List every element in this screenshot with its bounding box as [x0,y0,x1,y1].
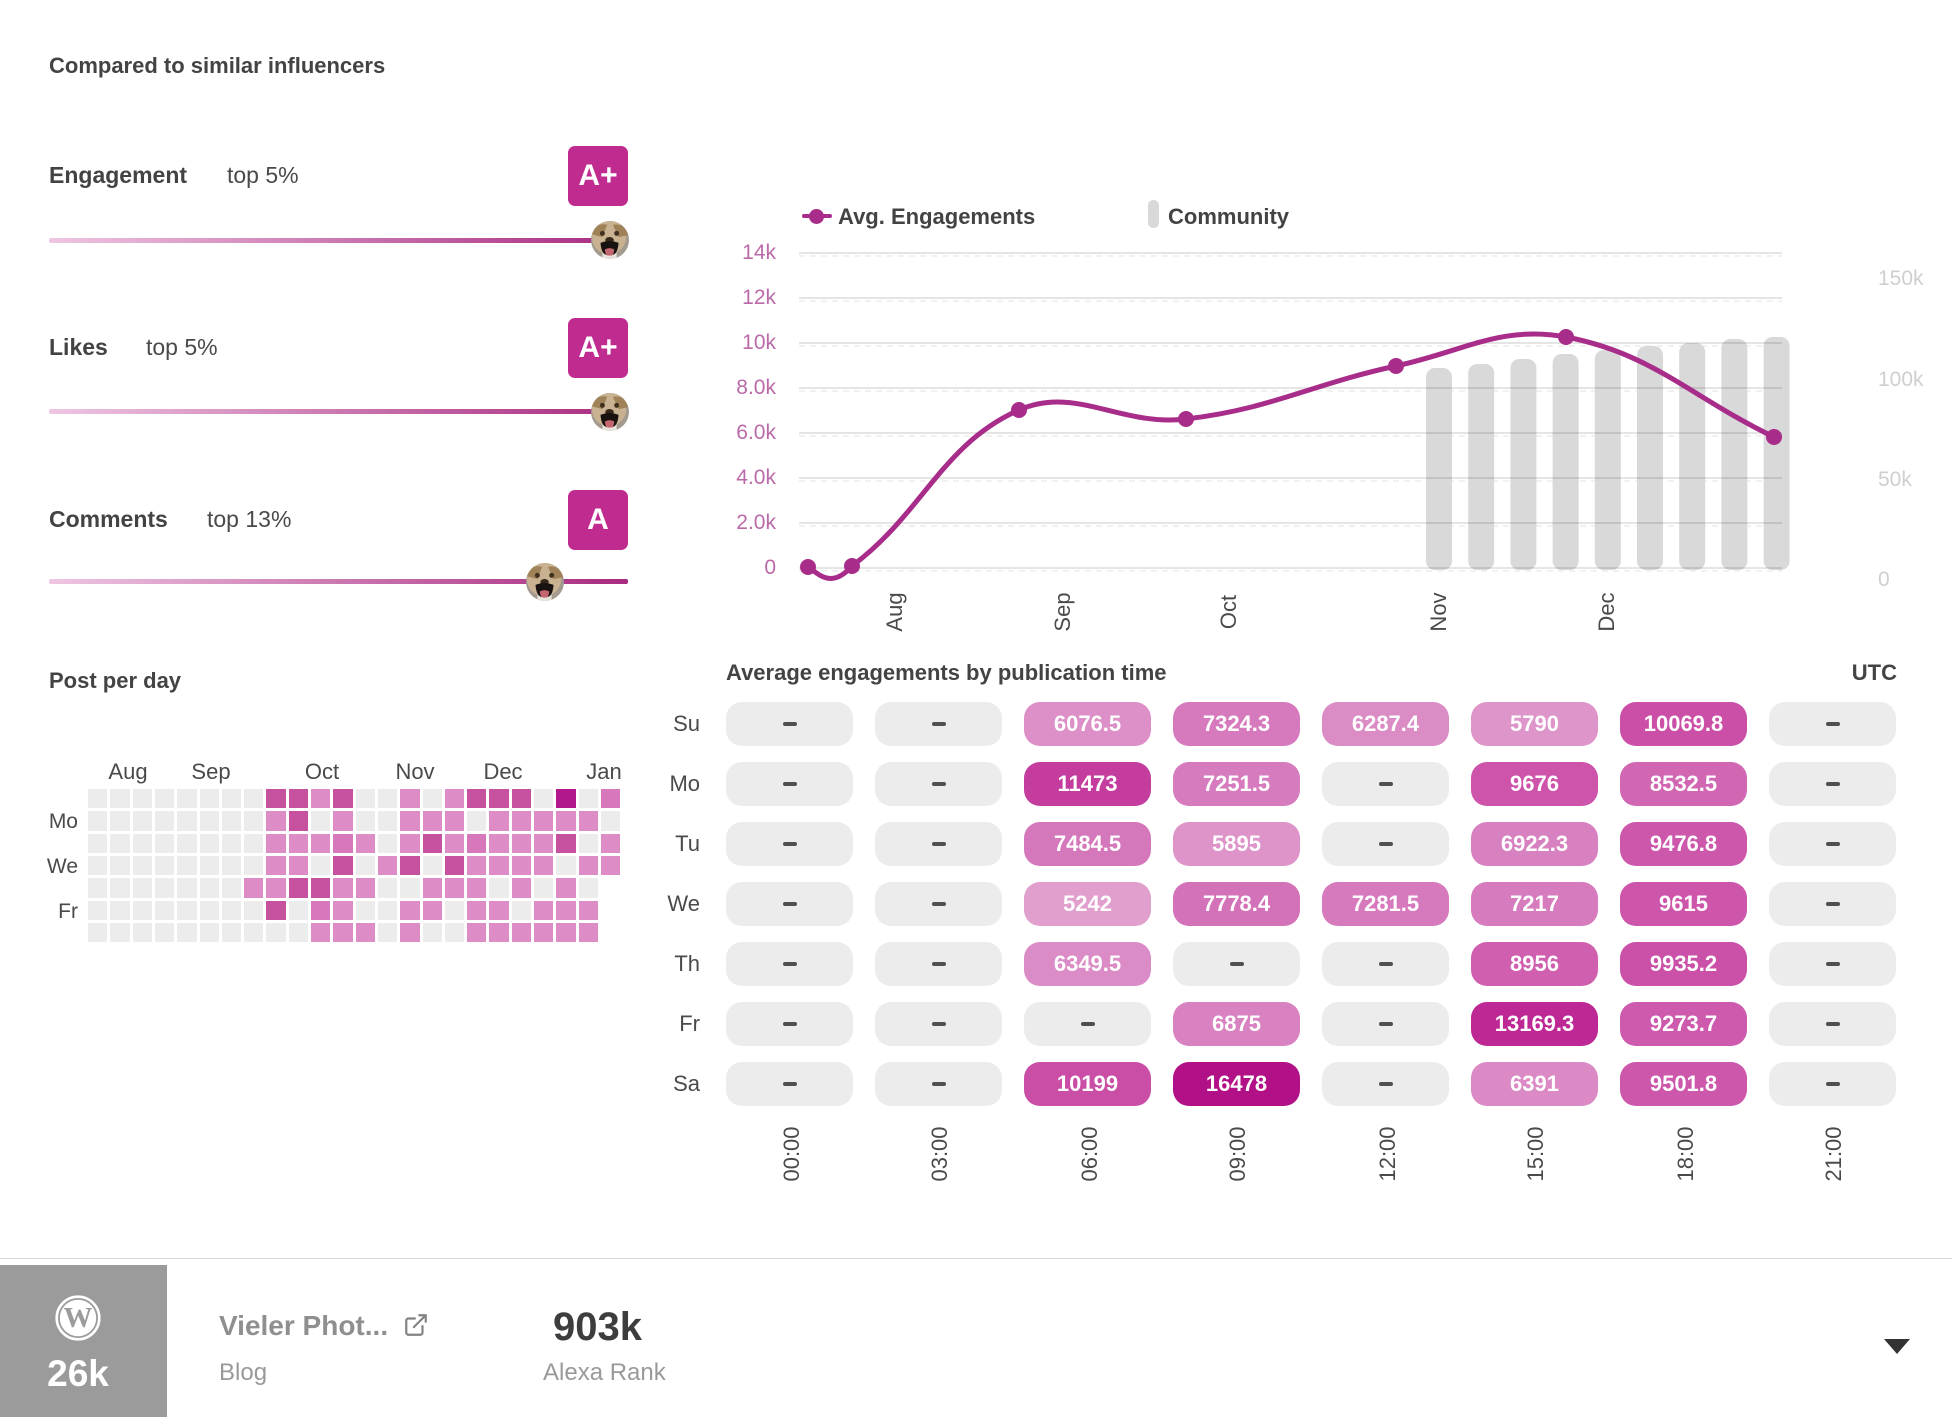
svg-text:W: W [64,1302,93,1334]
